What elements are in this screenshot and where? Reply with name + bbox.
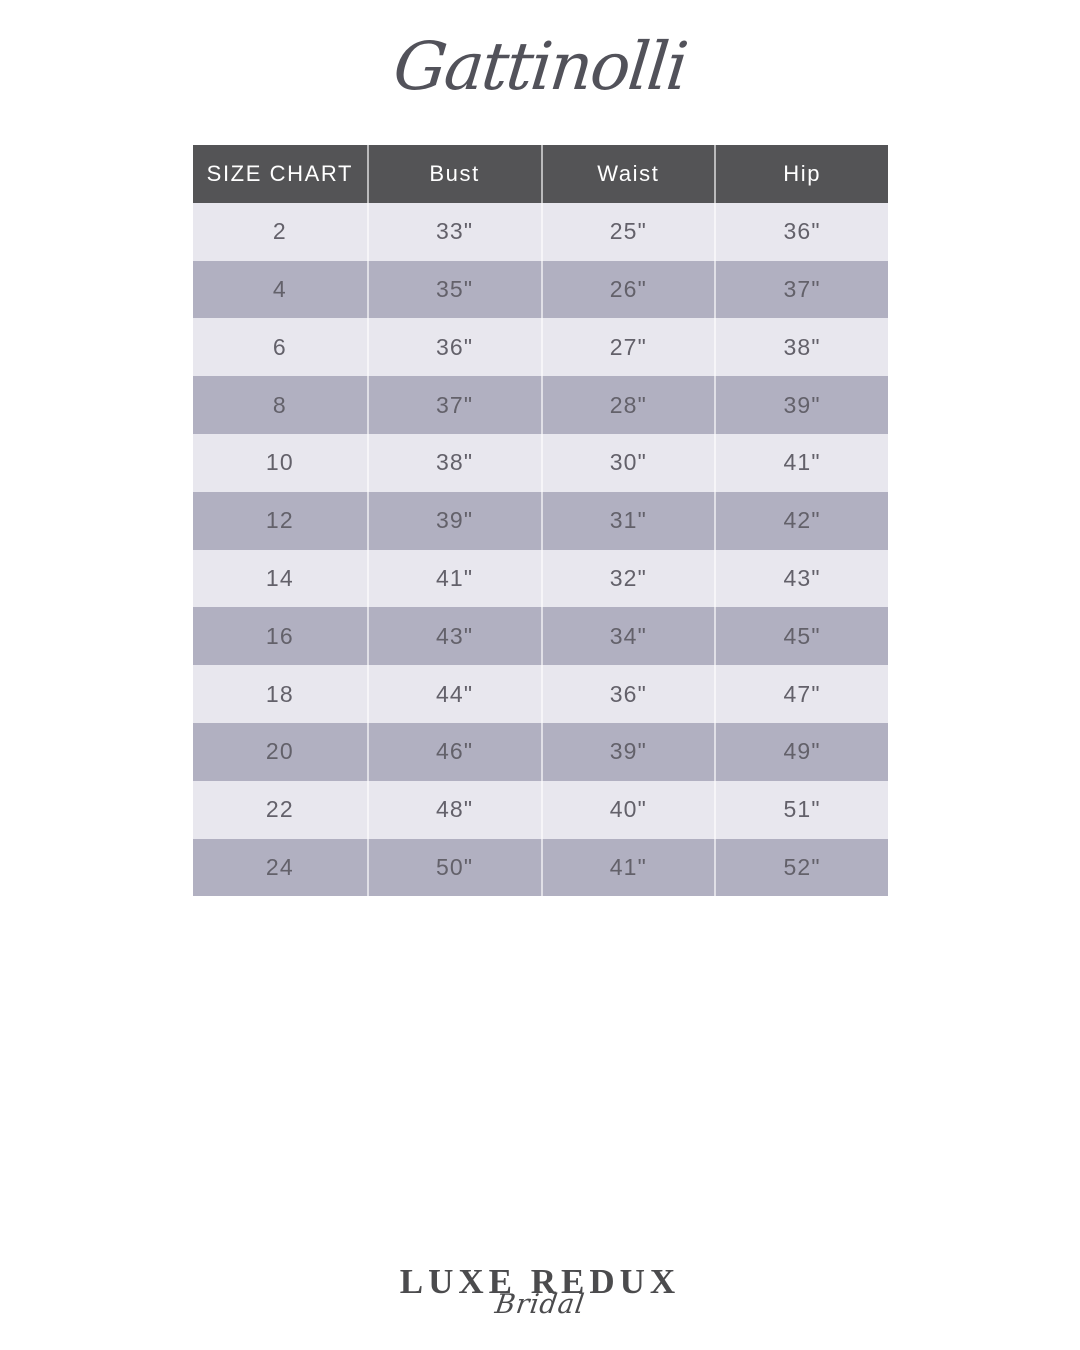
table-cell: 41" [366,549,541,608]
table-cell: 37" [714,260,888,319]
table-cell: 40" [540,780,715,839]
table-row: 2 33" 25" 36" [193,202,888,261]
footer-logo-bridal: Bridal [493,1289,587,1320]
table-cell: 49" [714,722,888,781]
table-cell: 31" [540,491,715,550]
table-cell: 28" [540,376,715,434]
table-cell: 48" [366,780,541,839]
table-cell: 12 [265,507,294,534]
table-cell: 26" [540,260,715,319]
table-cell: 2 [272,218,287,245]
table-cell: 18 [265,680,294,707]
table-row: 14 41" 32" 43" [193,549,888,608]
table-cell: 32" [540,549,715,608]
table-row: 6 36" 27" 38" [193,318,888,377]
table-row: 8 37" 28" 39" [193,376,888,434]
table-cell: 4 [272,275,287,302]
table-cell: 16 [265,622,294,649]
table-cell: 24 [265,853,294,880]
table-cell: 36" [714,202,888,261]
table-row: 18 44" 36" 47" [193,665,888,723]
table-cell: 42" [714,491,888,550]
header-hip: Hip [714,145,888,203]
table-cell: 45" [714,607,888,666]
table-cell: 20 [265,738,294,765]
table-cell: 8 [272,391,287,418]
table-cell: 44" [366,665,541,723]
table-row: 24 50" 41" 52" [193,838,888,897]
table-cell: 47" [714,665,888,723]
table-cell: 51" [714,780,888,839]
table-cell: 41" [540,838,715,897]
table-cell: 50" [366,838,541,897]
table-cell: 27" [540,318,715,377]
table-cell: 25" [540,202,715,261]
table-cell: 39" [714,376,888,434]
table-cell: 46" [366,722,541,781]
table-cell: 41" [714,433,888,492]
brand-wordmark: Gattinolli [390,28,690,105]
table-row: 22 48" 40" 51" [193,780,888,839]
header-waist: Waist [540,145,715,203]
table-cell: 33" [366,202,541,261]
table-cell: 10 [265,449,294,476]
table-cell: 38" [366,433,541,492]
table-cell: 6 [272,333,287,360]
size-chart-table: SIZE CHART Bust Waist Hip 2 33" 25" 36" 4 35"… [193,145,888,897]
table-cell: 36" [540,665,715,723]
header-bust: Bust [366,145,541,203]
table-cell: 34" [540,607,715,666]
table-cell: 22 [265,796,294,823]
table-cell: 30" [540,433,715,492]
footer-logo: LUXE REDUX Bridal [0,1262,1080,1320]
table-cell: 14 [265,564,294,591]
table-row: 20 46" 39" 49" [193,722,888,781]
table-row: 10 38" 30" 41" [193,433,888,492]
table-cell: 43" [366,607,541,666]
header-size-chart: SIZE CHART [206,160,354,186]
table-body: 2 33" 25" 36" 4 35" 26" 37" 6 36" 27" 38" 8 37" 28" 39"… [193,202,888,897]
table-cell: 35" [366,260,541,319]
table-row: 16 43" 34" 45" [193,607,888,666]
table-header-row: SIZE CHART Bust Waist Hip [193,145,888,203]
table-cell: 39" [366,491,541,550]
footer-logo-luxe-redux: LUXE REDUX [399,1262,681,1301]
table-row: 4 35" 26" 37" [193,260,888,319]
table-cell: 39" [540,722,715,781]
table-cell: 37" [366,376,541,434]
table-cell: 43" [714,549,888,608]
table-cell: 52" [714,838,888,897]
table-cell: 36" [366,318,541,377]
table-row: 12 39" 31" 42" [193,491,888,550]
table-cell: 38" [714,318,888,377]
